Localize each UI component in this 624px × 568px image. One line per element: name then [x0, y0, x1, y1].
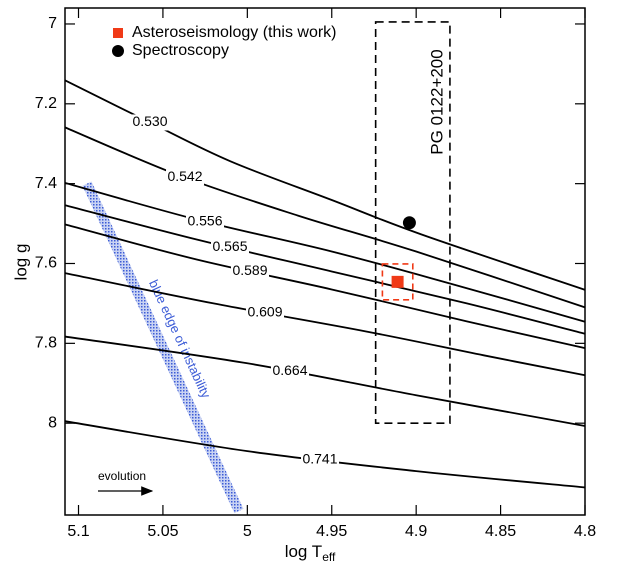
- track-label: 0.556: [187, 212, 222, 228]
- error-box: [381, 263, 414, 301]
- x-tick-label: 4.8: [574, 523, 596, 540]
- cooling-track: [64, 272, 586, 377]
- legend-label: Asteroseismology (this work): [132, 24, 337, 41]
- track-label: 0.589: [232, 262, 267, 278]
- track-label-bg: [271, 363, 309, 380]
- y-tick-label: 7.2: [35, 95, 57, 112]
- track-label-bg: [301, 451, 339, 468]
- x-tick-label: 4.9: [405, 523, 427, 540]
- x-axis-label: log Teff: [285, 542, 336, 564]
- instability-band: [82, 181, 244, 514]
- plot-frame: [64, 7, 586, 516]
- point: [391, 275, 404, 288]
- point: [402, 216, 416, 230]
- x-tick-label: 5.05: [147, 523, 178, 540]
- cooling-track: [64, 79, 586, 291]
- y-tick-label: 7.6: [35, 255, 57, 272]
- y-tick-label: 7.8: [35, 335, 57, 352]
- object-box: [374, 21, 451, 424]
- track-label-bg: [246, 304, 284, 321]
- track-label: 0.530: [132, 113, 167, 129]
- cooling-track: [64, 204, 586, 335]
- x-axis-label-sub: eff: [322, 550, 336, 564]
- track-label: 0.542: [167, 168, 202, 184]
- x-tick-label: 4.95: [316, 523, 347, 540]
- track-label-bg: [131, 114, 169, 131]
- cooling-track: [64, 223, 586, 350]
- x-tick-label: 4.85: [485, 523, 516, 540]
- track-label-bg: [211, 239, 249, 256]
- track-label: 0.664: [272, 362, 307, 378]
- cooling-track: [64, 126, 586, 309]
- cooling-track: [64, 181, 586, 323]
- track-label-bg: [231, 263, 269, 280]
- track-label: 0.741: [302, 450, 337, 466]
- legend-marker: [112, 45, 124, 57]
- track-label: 0.609: [247, 304, 282, 320]
- evolution-label: evolution: [98, 469, 146, 483]
- track-label: 0.565: [212, 238, 247, 254]
- y-axis-label: log g: [11, 244, 30, 281]
- x-axis-label-main: log T: [285, 542, 323, 561]
- y-tick-label: 7.4: [35, 175, 57, 192]
- legend-marker: [113, 28, 123, 38]
- y-tick-label: 8: [48, 414, 57, 431]
- track-label-bg: [166, 169, 204, 186]
- cooling-track: [64, 335, 586, 427]
- y-tick-label: 7: [48, 15, 57, 32]
- track-label-bg: [186, 213, 224, 230]
- x-tick-label: 5: [243, 523, 252, 540]
- object-label: PG 0122+200: [427, 49, 446, 154]
- x-tick-label: 5.1: [67, 523, 89, 540]
- legend-label: Spectroscopy: [132, 42, 229, 59]
